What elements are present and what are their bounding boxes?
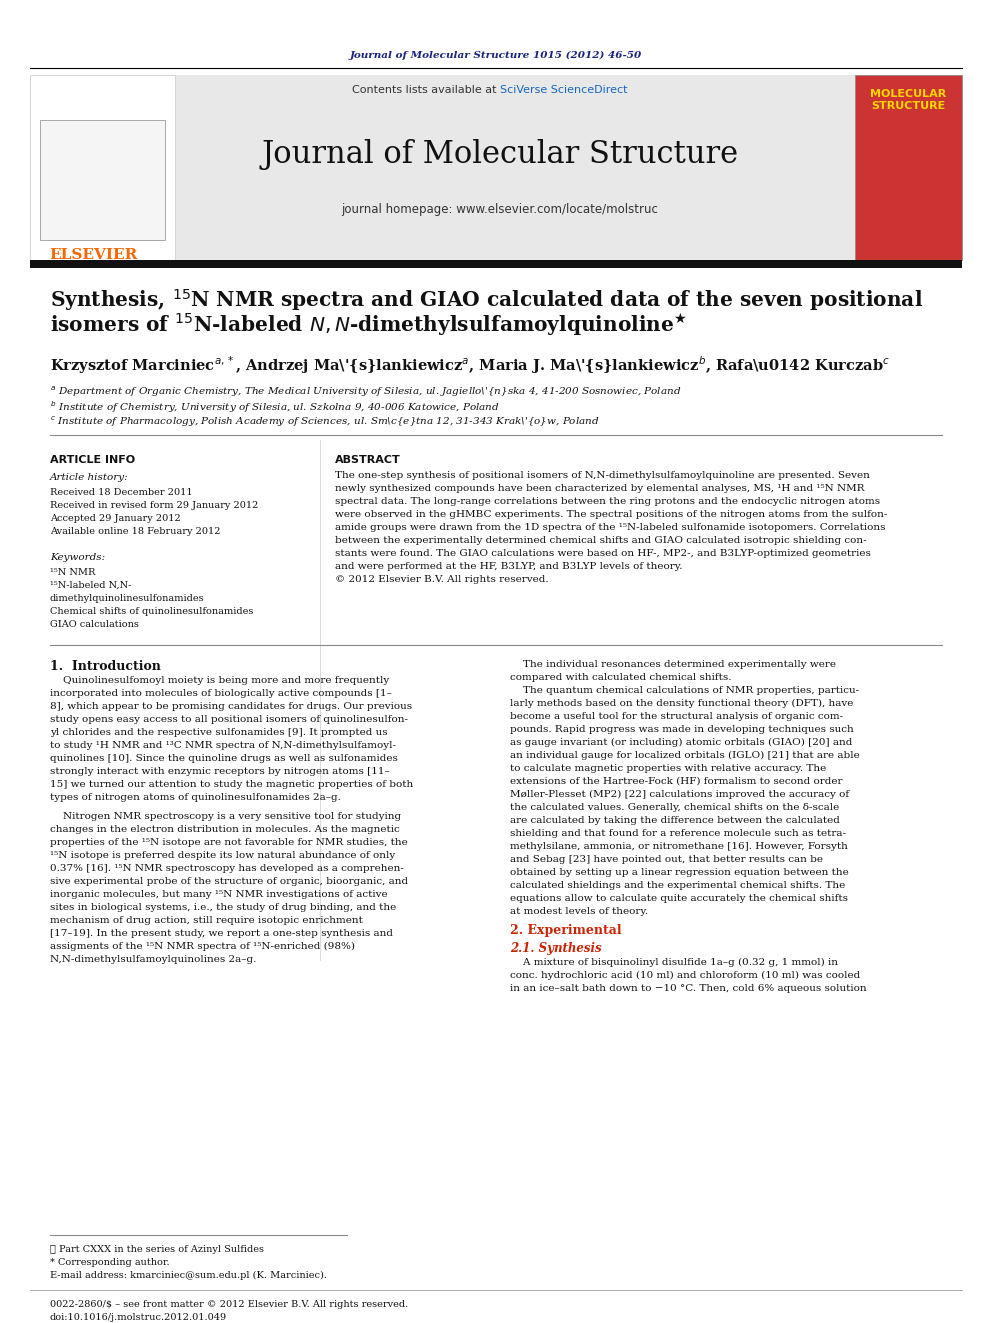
Text: sive experimental probe of the structure of organic, bioorganic, and: sive experimental probe of the structure… (50, 877, 408, 886)
Text: are calculated by taking the difference between the calculated: are calculated by taking the difference … (510, 816, 840, 826)
Text: doi:10.1016/j.molstruc.2012.01.049: doi:10.1016/j.molstruc.2012.01.049 (50, 1312, 227, 1322)
Text: an individual gauge for localized orbitals (IGLO) [21] that are able: an individual gauge for localized orbita… (510, 751, 860, 761)
Text: 15] we turned our attention to study the magnetic properties of both: 15] we turned our attention to study the… (50, 781, 414, 789)
Text: Journal of Molecular Structure 1015 (2012) 46-50: Journal of Molecular Structure 1015 (201… (350, 50, 642, 60)
Text: [17–19]. In the present study, we report a one-step synthesis and: [17–19]. In the present study, we report… (50, 929, 393, 938)
Text: the calculated values. Generally, chemical shifts on the δ-scale: the calculated values. Generally, chemic… (510, 803, 839, 812)
Text: study opens easy access to all positional isomers of quinolinesulfon-: study opens easy access to all positiona… (50, 714, 408, 724)
Text: become a useful tool for the structural analysis of organic com-: become a useful tool for the structural … (510, 712, 843, 721)
Text: yl chlorides and the respective sulfonamides [9]. It prompted us: yl chlorides and the respective sulfonam… (50, 728, 388, 737)
Text: $^b$ Institute of Chemistry, University of Silesia, ul. Szkolna 9, 40-006 Katowi: $^b$ Institute of Chemistry, University … (50, 400, 500, 415)
Text: newly synthesized compounds have been characterized by elemental analyses, MS, ¹: newly synthesized compounds have been ch… (335, 484, 864, 493)
Text: shielding and that found for a reference molecule such as tetra-: shielding and that found for a reference… (510, 830, 846, 837)
Text: 1.  Introduction: 1. Introduction (50, 660, 161, 673)
FancyBboxPatch shape (30, 261, 962, 269)
Text: 2.1. Synthesis: 2.1. Synthesis (510, 942, 601, 955)
Text: The individual resonances determined experimentally were: The individual resonances determined exp… (510, 660, 836, 669)
Text: types of nitrogen atoms of quinolinesulfonamides 2a–g.: types of nitrogen atoms of quinolinesulf… (50, 792, 341, 802)
Text: in an ice–salt bath down to −10 °C. Then, cold 6% aqueous solution: in an ice–salt bath down to −10 °C. Then… (510, 984, 867, 994)
Text: sites in biological systems, i.e., the study of drug binding, and the: sites in biological systems, i.e., the s… (50, 904, 396, 912)
Text: ARTICLE INFO: ARTICLE INFO (50, 455, 135, 464)
Text: Article history:: Article history: (50, 474, 129, 482)
Text: mechanism of drug action, still require isotopic enrichment: mechanism of drug action, still require … (50, 916, 363, 925)
Text: The quantum chemical calculations of NMR properties, particu-: The quantum chemical calculations of NMR… (510, 687, 859, 695)
Text: stants were found. The GIAO calculations were based on HF-, MP2-, and B3LYP-opti: stants were found. The GIAO calculations… (335, 549, 871, 558)
FancyBboxPatch shape (855, 75, 962, 261)
Text: quinolines [10]. Since the quinoline drugs as well as sulfonamides: quinolines [10]. Since the quinoline dru… (50, 754, 398, 763)
Text: Contents lists available at: Contents lists available at (352, 85, 500, 95)
Text: Journal of Molecular Structure: Journal of Molecular Structure (262, 139, 739, 171)
Text: 0022-2860/$ – see front matter © 2012 Elsevier B.V. All rights reserved.: 0022-2860/$ – see front matter © 2012 El… (50, 1301, 409, 1308)
Text: Received 18 December 2011: Received 18 December 2011 (50, 488, 192, 497)
Text: calculated shieldings and the experimental chemical shifts. The: calculated shieldings and the experiment… (510, 881, 845, 890)
Text: spectral data. The long-range correlations between the ring protons and the endo: spectral data. The long-range correlatio… (335, 497, 880, 505)
Text: The one-step synthesis of positional isomers of N,N-dimethylsulfamoylquinoline a: The one-step synthesis of positional iso… (335, 471, 870, 480)
Text: pounds. Rapid progress was made in developing techniques such: pounds. Rapid progress was made in devel… (510, 725, 854, 734)
Text: inorganic molecules, but many ¹⁵N NMR investigations of active: inorganic molecules, but many ¹⁵N NMR in… (50, 890, 388, 900)
Text: E-mail address: kmarciniec@sum.edu.pl (K. Marciniec).: E-mail address: kmarciniec@sum.edu.pl (K… (50, 1271, 327, 1281)
Text: incorporated into molecules of biologically active compounds [1–: incorporated into molecules of biologica… (50, 689, 392, 699)
Text: to study ¹H NMR and ¹³C NMR spectra of N,N-dimethylsulfamoyl-: to study ¹H NMR and ¹³C NMR spectra of N… (50, 741, 396, 750)
Text: A mixture of bisquinolinyl disulfide 1a–g (0.32 g, 1 mmol) in: A mixture of bisquinolinyl disulfide 1a–… (510, 958, 838, 967)
Text: 2. Experimental: 2. Experimental (510, 923, 622, 937)
FancyBboxPatch shape (30, 75, 175, 261)
Text: Keywords:: Keywords: (50, 553, 105, 562)
Text: compared with calculated chemical shifts.: compared with calculated chemical shifts… (510, 673, 731, 681)
Text: 8], which appear to be promising candidates for drugs. Our previous: 8], which appear to be promising candida… (50, 703, 412, 710)
Text: Received in revised form 29 January 2012: Received in revised form 29 January 2012 (50, 501, 258, 509)
Text: dimethylquinolinesulfonamides: dimethylquinolinesulfonamides (50, 594, 204, 603)
Text: ABSTRACT: ABSTRACT (335, 455, 401, 464)
Text: ¹⁵N isotope is preferred despite its low natural abundance of only: ¹⁵N isotope is preferred despite its low… (50, 851, 395, 860)
Text: ¹⁵N-labeled N,N-: ¹⁵N-labeled N,N- (50, 581, 131, 590)
Text: isomers of $^{15}$N-labeled $\it{N,N}$-dimethylsulfamoylquinoline$^{\bigstar}$: isomers of $^{15}$N-labeled $\it{N,N}$-d… (50, 312, 687, 339)
Text: Synthesis, $^{15}$N NMR spectra and GIAO calculated data of the seven positional: Synthesis, $^{15}$N NMR spectra and GIAO… (50, 287, 924, 314)
Text: Quinolinesulfomoyl moiety is being more and more frequently: Quinolinesulfomoyl moiety is being more … (50, 676, 389, 685)
Text: and Sebag [23] have pointed out, that better results can be: and Sebag [23] have pointed out, that be… (510, 855, 823, 864)
Text: Krzysztof Marciniec$^{a,*}$, Andrzej Ma\'{s}lankiewicz$^a$, Maria J. Ma\'{s}lank: Krzysztof Marciniec$^{a,*}$, Andrzej Ma\… (50, 355, 890, 376)
Text: SciVerse ScienceDirect: SciVerse ScienceDirect (500, 85, 628, 95)
Text: and were performed at the HF, B3LYP, and B3LYP levels of theory.: and were performed at the HF, B3LYP, and… (335, 562, 682, 572)
FancyBboxPatch shape (30, 75, 962, 261)
Text: assigments of the ¹⁵N NMR spectra of ¹⁵N-enriched (98%): assigments of the ¹⁵N NMR spectra of ¹⁵N… (50, 942, 355, 951)
Text: amide groups were drawn from the 1D spectra of the ¹⁵N-labeled sulfonamide isoto: amide groups were drawn from the 1D spec… (335, 523, 886, 532)
Text: journal homepage: www.elsevier.com/locate/molstruc: journal homepage: www.elsevier.com/locat… (341, 204, 659, 217)
Text: © 2012 Elsevier B.V. All rights reserved.: © 2012 Elsevier B.V. All rights reserved… (335, 576, 549, 583)
Text: equations allow to calculate quite accurately the chemical shifts: equations allow to calculate quite accur… (510, 894, 848, 904)
Text: $^a$ Department of Organic Chemistry, The Medical University of Silesia, ul. Jag: $^a$ Department of Organic Chemistry, Th… (50, 385, 682, 400)
Text: at modest levels of theory.: at modest levels of theory. (510, 908, 648, 916)
Text: strongly interact with enzymic receptors by nitrogen atoms [11–: strongly interact with enzymic receptors… (50, 767, 390, 777)
Text: N,N-dimethylsulfamoylquinolines 2a–g.: N,N-dimethylsulfamoylquinolines 2a–g. (50, 955, 256, 964)
Text: 0.37% [16]. ¹⁵N NMR spectroscopy has developed as a comprehen-: 0.37% [16]. ¹⁵N NMR spectroscopy has dev… (50, 864, 404, 873)
Text: properties of the ¹⁵N isotope are not favorable for NMR studies, the: properties of the ¹⁵N isotope are not fa… (50, 837, 408, 847)
Text: $^c$ Institute of Pharmacology, Polish Academy of Sciences, ul. Sm\c{e}tna 12, 3: $^c$ Institute of Pharmacology, Polish A… (50, 415, 599, 429)
Text: methylsilane, ammonia, or nitromethane [16]. However, Forsyth: methylsilane, ammonia, or nitromethane [… (510, 841, 848, 851)
Text: ELSEVIER: ELSEVIER (49, 247, 137, 262)
Text: ★ Part CXXX in the series of Azinyl Sulfides: ★ Part CXXX in the series of Azinyl Sulf… (50, 1245, 264, 1254)
Text: MOLECULAR
STRUCTURE: MOLECULAR STRUCTURE (870, 89, 946, 111)
Text: to calculate magnetic properties with relative accuracy. The: to calculate magnetic properties with re… (510, 763, 826, 773)
Text: as gauge invariant (or including) atomic orbitals (GIAO) [20] and: as gauge invariant (or including) atomic… (510, 738, 852, 747)
Text: between the experimentally determined chemical shifts and GIAO calculated isotro: between the experimentally determined ch… (335, 536, 867, 545)
Text: Available online 18 February 2012: Available online 18 February 2012 (50, 527, 220, 536)
Text: larly methods based on the density functional theory (DFT), have: larly methods based on the density funct… (510, 699, 853, 708)
Text: * Corresponding author.: * Corresponding author. (50, 1258, 170, 1267)
Text: changes in the electron distribution in molecules. As the magnetic: changes in the electron distribution in … (50, 826, 400, 833)
Text: obtained by setting up a linear regression equation between the: obtained by setting up a linear regressi… (510, 868, 849, 877)
Text: Accepted 29 January 2012: Accepted 29 January 2012 (50, 515, 181, 523)
Text: GIAO calculations: GIAO calculations (50, 620, 139, 628)
Text: Nitrogen NMR spectroscopy is a very sensitive tool for studying: Nitrogen NMR spectroscopy is a very sens… (50, 812, 401, 822)
FancyBboxPatch shape (40, 120, 165, 239)
Text: Møller-Plesset (MP2) [22] calculations improved the accuracy of: Møller-Plesset (MP2) [22] calculations i… (510, 790, 849, 799)
Text: Chemical shifts of quinolinesulfonamides: Chemical shifts of quinolinesulfonamides (50, 607, 253, 617)
Text: extensions of the Hartree-Fock (HF) formalism to second order: extensions of the Hartree-Fock (HF) form… (510, 777, 842, 786)
Text: were observed in the gHMBC experiments. The spectral positions of the nitrogen a: were observed in the gHMBC experiments. … (335, 509, 888, 519)
Text: ¹⁵N NMR: ¹⁵N NMR (50, 568, 95, 577)
Text: conc. hydrochloric acid (10 ml) and chloroform (10 ml) was cooled: conc. hydrochloric acid (10 ml) and chlo… (510, 971, 860, 980)
